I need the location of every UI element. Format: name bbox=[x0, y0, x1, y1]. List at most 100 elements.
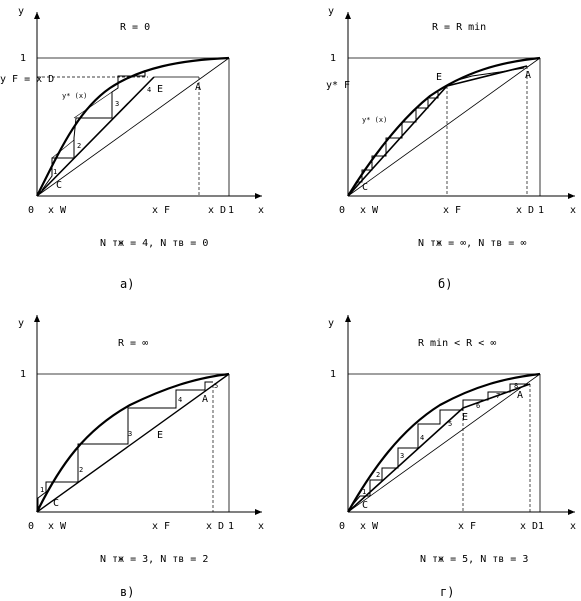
axis-label-x: x bbox=[258, 205, 264, 216]
label-xf: x F bbox=[152, 521, 170, 532]
label-xw: x W bbox=[48, 521, 67, 532]
label-yf-xd: y F = x D bbox=[0, 74, 54, 85]
step-line bbox=[73, 91, 113, 119]
step-label: 7 bbox=[496, 392, 500, 400]
axis-label-x: x bbox=[258, 521, 264, 532]
tray-count: N тж = 3, N тв = 2 bbox=[100, 554, 208, 565]
origin: 0 bbox=[339, 205, 345, 216]
axis-label-y: y bbox=[328, 6, 334, 17]
title: R = 0 bbox=[120, 22, 150, 33]
step-label: 5 bbox=[448, 420, 452, 428]
step-label: 2 bbox=[79, 466, 83, 474]
step-label: 1 bbox=[53, 168, 57, 176]
operating-line-stripping bbox=[347, 85, 448, 197]
label-xd: x D bbox=[520, 521, 538, 532]
step-label: 3 bbox=[400, 452, 404, 460]
point-a: A bbox=[195, 82, 201, 93]
point-a: A bbox=[517, 390, 523, 401]
point-e: E bbox=[157, 84, 163, 95]
axis-label-x: x bbox=[570, 521, 576, 532]
axis-label-x: x bbox=[570, 205, 576, 216]
point-a: A bbox=[525, 70, 531, 81]
panel-d: 1 2 3 4 5 6 7 8 R min < R < ∞ y 1 E A C … bbox=[328, 315, 576, 599]
label-xf: x F bbox=[458, 521, 476, 532]
step-label: 6 bbox=[476, 402, 480, 410]
title: R min < R < ∞ bbox=[418, 338, 496, 349]
equilibrium-curve bbox=[36, 372, 230, 513]
diagonal-line bbox=[347, 373, 541, 513]
step-label: 1 bbox=[40, 486, 44, 494]
step-line bbox=[51, 139, 75, 159]
point-c: C bbox=[362, 182, 368, 193]
point-e: E bbox=[462, 412, 468, 423]
step-label: 3 bbox=[128, 430, 132, 438]
label-xd: x D bbox=[206, 521, 224, 532]
equilibrium-curve bbox=[36, 56, 230, 197]
point-e: E bbox=[157, 430, 163, 441]
tray-count: N тж = 5, N тв = 3 bbox=[420, 554, 528, 565]
point-e: E bbox=[436, 72, 442, 83]
panel-b: R = R min y 1 y* F y* (x) E A C 0 x W x … bbox=[326, 6, 576, 291]
step-label: 2 bbox=[77, 142, 81, 150]
label-xw: x W bbox=[360, 205, 379, 216]
caption: б) bbox=[438, 277, 452, 291]
step-label: 3 bbox=[115, 100, 119, 108]
axis-label-y: y bbox=[18, 6, 24, 17]
point-a: A bbox=[202, 394, 208, 405]
tick-label-x1: 1 bbox=[228, 205, 234, 216]
diagonal-line bbox=[347, 57, 541, 197]
operating-line-rectifying bbox=[462, 383, 531, 409]
stage-steps bbox=[349, 383, 528, 509]
tick-label-x1: 1 bbox=[228, 521, 234, 532]
point-c: C bbox=[362, 500, 368, 511]
stage-steps bbox=[351, 67, 525, 191]
tray-count: N тж = ∞, N тв = ∞ bbox=[418, 238, 526, 249]
panel-a: 1 2 3 4 R = 0 y 1 y F = x D y* (x) E A C… bbox=[0, 6, 264, 291]
panel-c: 1 2 3 4 5 R = ∞ y 1 E A C 0 x W x F x D … bbox=[18, 315, 264, 599]
point-c: C bbox=[56, 180, 62, 191]
step-label: 8 bbox=[514, 382, 518, 390]
caption: а) bbox=[120, 277, 134, 291]
tick-label-1: 1 bbox=[330, 369, 336, 380]
axis-label-y: y bbox=[328, 318, 334, 329]
tick-label-1: 1 bbox=[330, 53, 336, 64]
title: R = ∞ bbox=[118, 338, 148, 349]
stage-steps bbox=[37, 381, 213, 510]
label-xf: x F bbox=[443, 205, 461, 216]
origin: 0 bbox=[28, 205, 34, 216]
step-label: 1 bbox=[362, 488, 366, 496]
caption: г) bbox=[440, 585, 454, 599]
label-xf: x F bbox=[152, 205, 170, 216]
operating-line bbox=[36, 76, 155, 197]
label-xw: x W bbox=[360, 521, 379, 532]
label-ystar: y* (x) bbox=[62, 92, 87, 100]
title: R = R min bbox=[432, 22, 486, 33]
caption: в) bbox=[120, 585, 134, 599]
label-xd: x D bbox=[516, 205, 534, 216]
operating-line-stripping bbox=[347, 407, 464, 513]
step-label: 2 bbox=[376, 471, 380, 479]
step-label: 5 bbox=[214, 382, 218, 390]
label-xd: x D bbox=[208, 205, 226, 216]
tick-label-x1: 1 bbox=[538, 205, 544, 216]
equilibrium-curve bbox=[347, 372, 541, 513]
tick-label-x1: 1 bbox=[538, 521, 544, 532]
label-yf-star: y* F bbox=[326, 80, 350, 91]
label-xw: x W bbox=[48, 205, 67, 216]
label-ystar: y* (x) bbox=[362, 116, 387, 124]
point-c: C bbox=[53, 498, 59, 509]
equilibrium-curve bbox=[347, 56, 541, 197]
tray-count: N тж = 4, N тв = 0 bbox=[100, 238, 208, 249]
step-label: 4 bbox=[147, 86, 151, 94]
step-label: 4 bbox=[178, 396, 182, 404]
origin: 0 bbox=[28, 521, 34, 532]
diagonal-line bbox=[36, 57, 230, 197]
tick-label-1: 1 bbox=[20, 53, 26, 64]
axis-label-y: y bbox=[18, 318, 24, 329]
tick-label-1: 1 bbox=[20, 369, 26, 380]
diagonal-line bbox=[36, 373, 230, 513]
origin: 0 bbox=[339, 521, 345, 532]
stage-steps bbox=[41, 70, 146, 191]
step-label: 4 bbox=[420, 434, 424, 442]
